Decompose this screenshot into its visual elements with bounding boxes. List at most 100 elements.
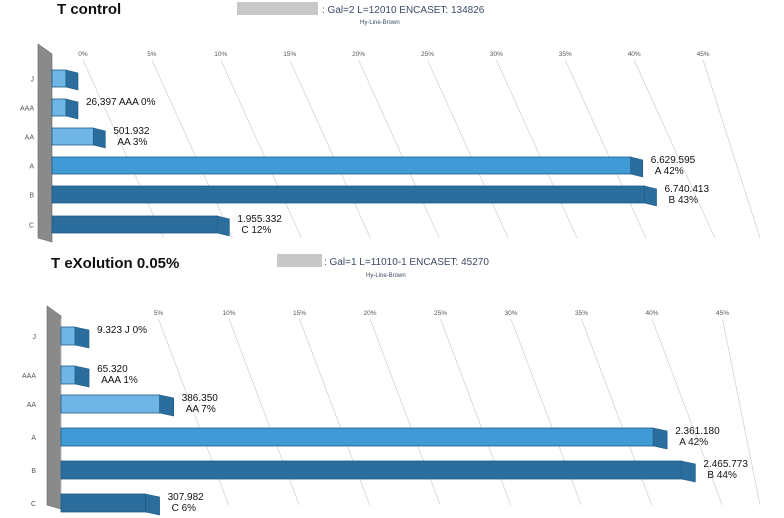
panel-1-bar-C bbox=[51, 215, 218, 234]
panel-2-x-tick-label: 25% bbox=[434, 310, 447, 317]
panel-1-category-label: AA bbox=[25, 135, 35, 142]
panel-1-data-label-C: 1.955.332 bbox=[237, 214, 282, 225]
panel-2-x-tick-label: 35% bbox=[575, 310, 588, 317]
panel-1-x-tick-label: 0% bbox=[78, 51, 88, 58]
panel-2-category-label: AAA bbox=[22, 373, 36, 380]
panel-2-bar-AAA bbox=[60, 365, 76, 385]
panel-1-category-label: J bbox=[31, 77, 35, 84]
panel-2-data-label-B: B 44% bbox=[707, 470, 737, 481]
panel-2-x-tick-label: 10% bbox=[222, 310, 235, 317]
panel-1-x-tick-label: 15% bbox=[283, 51, 296, 58]
panel-1-redacted-block bbox=[237, 2, 318, 15]
panel-2-bar-A bbox=[60, 427, 654, 447]
panel-1-data-label-B: 6.740.413 bbox=[665, 184, 710, 195]
panel-1-gridline bbox=[220, 59, 302, 239]
panel-1-bar-AAA bbox=[51, 98, 67, 117]
panel-1-x-tick-label: 20% bbox=[352, 51, 365, 58]
panel-1-data-label-AA: AA 3% bbox=[117, 137, 147, 148]
panel-1-x-tick-label: 30% bbox=[490, 51, 503, 58]
panel-1-meta: : Gal=2 L=12010 ENCASET: 134826 bbox=[322, 5, 485, 16]
panel-1-gridline bbox=[564, 59, 647, 239]
panel-2-data-label-B: 2.465.773 bbox=[703, 459, 748, 470]
panel-1-data-label-A: A 42% bbox=[655, 166, 684, 177]
panel-1-data-label-A: 6.629.595 bbox=[651, 155, 696, 166]
panel-1-data-label-B: B 43% bbox=[669, 195, 699, 206]
panel-2-x-tick-label: 15% bbox=[293, 310, 306, 317]
panel-1-bar-end-B bbox=[644, 185, 657, 207]
panel-2-bar-end-AA bbox=[159, 394, 174, 417]
panel-2-bar-end-B bbox=[681, 460, 696, 483]
panel-2-meta: : Gal=1 L=11010-1 ENCASET: 45270 bbox=[324, 257, 489, 268]
panel-2-category-label: B bbox=[31, 468, 36, 475]
panel-1-gridline bbox=[496, 59, 578, 239]
panel-2-category-label: A bbox=[31, 435, 36, 442]
panel-1-bar-end-J bbox=[65, 69, 79, 91]
panel-1-data-label-C: C 12% bbox=[241, 225, 271, 236]
panel-1-data-label-AA: 501.932 bbox=[113, 126, 150, 137]
panel-2-bar-end-A bbox=[652, 427, 668, 450]
panel-2-x-tick-label: 5% bbox=[154, 310, 164, 317]
panel-2-bar-end-J bbox=[74, 326, 90, 349]
panel-2-gridline bbox=[722, 318, 761, 506]
panel-1-data-label-AAA: 26,397 AAA 0% bbox=[86, 97, 156, 108]
panel-2-x-tick-label: 30% bbox=[504, 310, 517, 317]
panel-2-data-label-AA: AA 7% bbox=[186, 404, 216, 415]
panel-1-gridline bbox=[427, 59, 509, 239]
panel-1-x-tick-label: 45% bbox=[697, 51, 710, 58]
panel-1-gridline bbox=[633, 59, 716, 239]
panel-1-x-tick-label: 35% bbox=[559, 51, 572, 58]
panel-2-meta-sub: Hy-Line-Brown bbox=[366, 273, 406, 279]
panel-2-bar-B bbox=[60, 460, 682, 480]
panel-2-category-label: J bbox=[33, 334, 37, 341]
panel-2-category-label: AA bbox=[27, 402, 37, 409]
panel-1-category-label: C bbox=[29, 223, 34, 230]
panel-1-bar-AA bbox=[51, 127, 94, 146]
panel-1-meta-sub: Hy-Line-Brown bbox=[360, 20, 400, 26]
panel-2-bar-end-C bbox=[145, 493, 160, 516]
panel-1-bar-A bbox=[51, 156, 632, 175]
panel-2-side-wall bbox=[46, 305, 62, 510]
panel-1-gridline bbox=[289, 59, 371, 239]
panel-2-data-label-AAA: 65.320 bbox=[97, 364, 128, 375]
panel-1-title: T control bbox=[57, 1, 121, 18]
panel-2-bar-J bbox=[60, 326, 76, 346]
panel-2-data-label-C: C 6% bbox=[172, 503, 197, 514]
panel-1-bar-J bbox=[51, 69, 67, 88]
panel-2-bar-end-AAA bbox=[74, 365, 90, 388]
panel-1-bar-B bbox=[51, 185, 645, 204]
panel-2-plot: 5% 10% 15% 20% 25% 30% 35% 40% 45%J9.323 J 0%AAA… bbox=[22, 305, 761, 516]
panel-1-gridline bbox=[82, 59, 164, 239]
panel-2-x-tick-label: 20% bbox=[363, 310, 376, 317]
panel-1-category-label: B bbox=[29, 193, 34, 200]
panel-2-data-label-A: 2.361.180 bbox=[675, 426, 720, 437]
panel-1-bar-end-C bbox=[217, 215, 230, 237]
panel-1-x-tick-label: 10% bbox=[214, 51, 227, 58]
panel-1-x-tick-label: 5% bbox=[147, 51, 157, 58]
panel-1-bar-end-AA bbox=[93, 127, 106, 149]
panel-1-bar-end-AAA bbox=[65, 98, 79, 120]
panel-2-category-label: C bbox=[31, 501, 36, 508]
panel-2-bar-AA bbox=[60, 394, 161, 414]
panel-1-x-tick-label: 25% bbox=[421, 51, 434, 58]
panel-1-gridline bbox=[358, 59, 440, 239]
panel-2-title: T eXolution 0.05% bbox=[51, 255, 179, 272]
panel-1-bar-end-A bbox=[630, 156, 644, 178]
panel-1-category-label: A bbox=[29, 164, 34, 171]
panel-2-data-label-A: A 42% bbox=[679, 437, 708, 448]
panel-2-redacted-block bbox=[277, 254, 322, 267]
panel-2-x-tick-label: 45% bbox=[716, 310, 729, 317]
panel-1-x-tick-label: 40% bbox=[628, 51, 641, 58]
panel-2-data-label-AAA: AAA 1% bbox=[101, 375, 138, 386]
panel-2-data-label-C: 307.982 bbox=[168, 492, 205, 503]
panel-2-gridline bbox=[651, 318, 723, 506]
panel-1-gridline bbox=[702, 59, 761, 239]
panel-2-data-label-J: 9.323 J 0% bbox=[97, 325, 147, 336]
panel-2-data-label-AA: 386.350 bbox=[182, 393, 219, 404]
panel-2-bar-C bbox=[60, 493, 146, 513]
panel-2-x-tick-label: 40% bbox=[645, 310, 658, 317]
panel-1-gridline bbox=[151, 59, 233, 239]
panel-1-side-wall bbox=[37, 43, 53, 243]
